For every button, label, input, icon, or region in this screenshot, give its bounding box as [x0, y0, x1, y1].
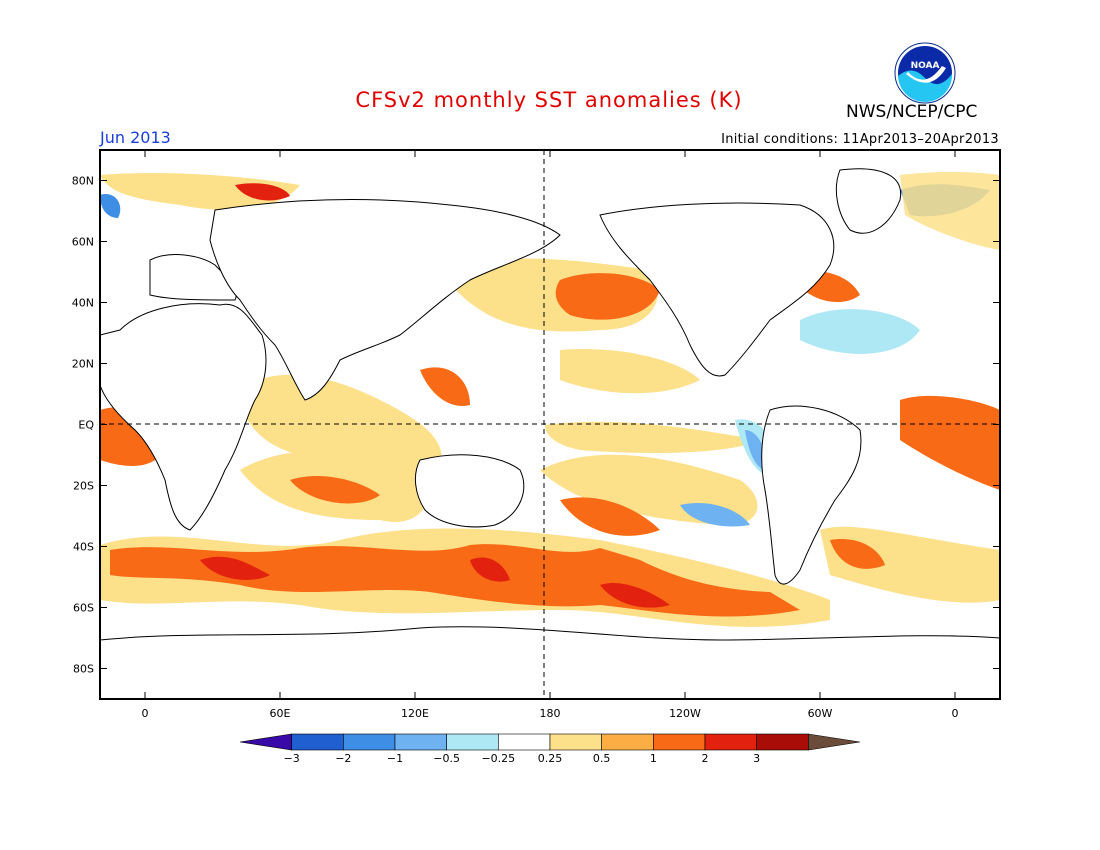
- cool-anomaly-region: [745, 430, 766, 470]
- warm-anomaly-region: [900, 395, 1000, 490]
- latitude-tick-label: 20S: [73, 480, 94, 493]
- latitude-tick-label: 40N: [72, 297, 94, 310]
- colorbar-tick-label: −0.25: [481, 752, 515, 765]
- initial-conditions-label: Initial conditions: 11Apr2013–20Apr2013: [721, 132, 999, 147]
- chart-title: CFSv2 monthly SST anomalies (K): [355, 88, 743, 112]
- continent-asia: [209, 199, 561, 401]
- svg-text:NOAA: NOAA: [911, 61, 940, 71]
- warm-anomaly-region: [555, 273, 660, 320]
- colorbar-swatch: [446, 733, 499, 751]
- colorbar-tick-label: 2: [702, 752, 709, 765]
- latitude-tick-label: 80N: [72, 175, 94, 188]
- warm-anomaly-region: [240, 374, 442, 470]
- strong-warm-anomaly-region: [470, 557, 510, 582]
- latitude-tick-label: 20N: [72, 358, 94, 371]
- warm-anomaly-region: [830, 539, 885, 569]
- colorbar-tick-label: −3: [284, 752, 300, 765]
- colorbar-legend: −3 −2 −1 −0.5 −0.25 0.25 0.5 1 2 3: [239, 733, 861, 765]
- cool-anomaly-region: [680, 502, 750, 527]
- warm-anomaly-region: [820, 526, 1000, 603]
- longitude-tick-label: 60W: [808, 707, 833, 720]
- continent-antarctica: [100, 626, 1000, 699]
- longitude-tick-label: 60E: [270, 707, 291, 720]
- continent-north-america: [599, 202, 835, 377]
- latitude-tick-label: 40S: [73, 541, 94, 554]
- latitude-axis: 80N 60N 40N 20N EQ 20S 40S 60S 80S: [72, 175, 1000, 676]
- longitude-tick-label: 120W: [669, 707, 701, 720]
- colorbar-tick-label: −0.5: [433, 752, 460, 765]
- warm-anomaly-region: [560, 497, 660, 536]
- colorbar-tick-label: 0.25: [538, 752, 563, 765]
- warm-anomaly-region: [560, 349, 700, 394]
- colorbar-tick-label: −1: [387, 752, 403, 765]
- latitude-tick-label: EQ: [78, 419, 94, 432]
- colorbar-tick-label: 1: [650, 752, 657, 765]
- warm-anomaly-region: [100, 173, 300, 210]
- colorbar-swatch: [291, 733, 344, 751]
- colorbar-swatch: [601, 733, 654, 751]
- latitude-tick-label: 60N: [72, 236, 94, 249]
- warm-anomaly-region: [420, 367, 470, 406]
- colorbar-tick-label: 0.5: [593, 752, 611, 765]
- colorbar-swatch: [549, 733, 602, 751]
- colorbar-swatch: [808, 733, 861, 751]
- colorbar-swatch: [704, 733, 757, 751]
- colorbar-tick-label: 3: [753, 752, 760, 765]
- continent-outlines: [100, 168, 1000, 699]
- warm-anomaly-region: [900, 171, 1000, 250]
- colorbar-swatch: [394, 733, 447, 751]
- strong-warm-anomaly-region: [600, 582, 670, 608]
- organization-label: NWS/NCEP/CPC: [846, 102, 978, 122]
- strong-warm-anomaly-region: [200, 556, 270, 580]
- cool-anomaly-region: [800, 309, 920, 354]
- colorbar-tick-label: −2: [335, 752, 351, 765]
- continent-south-america: [761, 405, 862, 585]
- colorbar-swatch: [653, 733, 706, 751]
- continent-australia: [414, 454, 525, 528]
- continent-greenland: [835, 168, 902, 234]
- longitude-tick-label: 0: [952, 707, 959, 720]
- longitude-axis: 0 60E 120E 180 120W 60W 0: [142, 150, 959, 720]
- colorbar-swatch: [239, 733, 292, 751]
- colorbar-swatch: [498, 733, 551, 751]
- warm-anomaly-region: [290, 475, 380, 504]
- latitude-tick-label: 60S: [73, 602, 94, 615]
- forecast-month-label: Jun 2013: [100, 128, 171, 147]
- latitude-tick-label: 80S: [73, 663, 94, 676]
- strong-warm-anomaly-region: [235, 183, 290, 201]
- cool-anomaly-region: [100, 194, 121, 218]
- longitude-tick-label: 120E: [401, 707, 429, 720]
- colorbar-swatch: [756, 733, 809, 751]
- longitude-tick-label: 0: [142, 707, 149, 720]
- warm-anomaly-region: [545, 421, 760, 453]
- longitude-tick-label: 180: [540, 707, 561, 720]
- colorbar-swatch: [343, 733, 396, 751]
- anomaly-fields: [100, 171, 1000, 627]
- noaa-logo-icon: NOAA: [894, 42, 956, 104]
